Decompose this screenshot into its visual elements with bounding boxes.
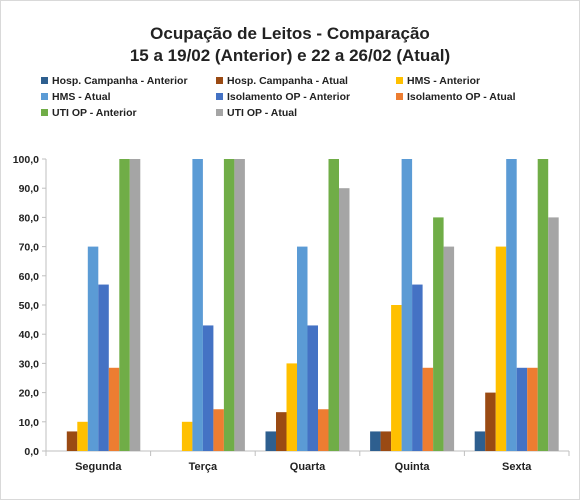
bar (537, 159, 549, 451)
bar (506, 159, 517, 451)
x-tick-label: Sexta (502, 461, 532, 473)
legend-swatch (216, 109, 223, 116)
legend-swatch (41, 77, 48, 84)
x-tick-label: Terça (189, 461, 218, 473)
bar (474, 431, 486, 451)
legend-swatch (396, 77, 403, 84)
y-tick-label: 20,0 (19, 388, 40, 400)
bar (527, 367, 538, 451)
x-tick-label: Segunda (75, 461, 122, 473)
bar (234, 159, 245, 451)
y-tick-label: 80,0 (19, 212, 40, 224)
bar (339, 188, 350, 451)
chart-title-line2: 15 a 19/02 (Anterior) e 22 a 26/02 (Atua… (130, 46, 450, 65)
bar (108, 367, 120, 451)
y-tick-label: 50,0 (19, 300, 40, 312)
legend-swatch (216, 77, 223, 84)
x-axis: Segunda Terça Quarta Quinta Sexta (45, 450, 570, 473)
bar (485, 392, 496, 451)
legend: Hosp. Campanha - Anterior Hosp. Campanha … (41, 75, 516, 119)
bars (66, 159, 559, 451)
bar (328, 159, 339, 451)
bar (265, 431, 276, 451)
bar (422, 367, 434, 451)
legend-label: Isolamento OP - Atual (407, 91, 516, 103)
bar (401, 159, 413, 451)
x-tick-label: Quarta (290, 461, 326, 473)
x-tick-label: Quinta (395, 461, 431, 473)
bar (181, 421, 193, 451)
chart-title-line1: Ocupação de Leitos - Comparação (150, 24, 430, 43)
y-tick-label: 100,0 (13, 154, 39, 166)
bar (129, 159, 141, 451)
legend-swatch (41, 109, 48, 116)
legend-label: HMS - Atual (52, 91, 111, 103)
bar (297, 246, 308, 451)
y-tick-label: 90,0 (19, 183, 40, 195)
legend-label: Hosp. Campanha - Atual (227, 75, 348, 87)
legend-label: Isolamento OP - Anterior (227, 91, 350, 103)
bar (192, 159, 203, 451)
y-tick-label: 70,0 (19, 242, 40, 254)
legend-swatch (396, 93, 403, 100)
bar (87, 246, 99, 451)
bar (516, 367, 528, 451)
bar (443, 246, 455, 451)
bar (213, 409, 224, 451)
bar (318, 409, 329, 451)
bar (380, 431, 392, 451)
legend-label: HMS - Anterior (407, 75, 480, 87)
legend-swatch (216, 93, 223, 100)
bar (223, 159, 235, 451)
y-tick-label: 30,0 (19, 358, 40, 370)
y-tick-label: 0,0 (24, 446, 39, 458)
bar (202, 325, 214, 451)
bar (391, 305, 402, 451)
bar (119, 159, 130, 451)
legend-label: UTI OP - Anterior (52, 107, 137, 119)
bar (276, 412, 287, 451)
y-tick-label: 10,0 (19, 417, 40, 429)
legend-swatch (41, 93, 48, 100)
bar (370, 431, 381, 451)
bar (412, 284, 423, 451)
legend-label: UTI OP - Atual (227, 107, 297, 119)
bar (98, 284, 109, 451)
y-tick-label: 60,0 (19, 271, 40, 283)
bar (66, 431, 78, 451)
bar (77, 421, 88, 451)
bar (307, 325, 318, 451)
y-tick-label: 40,0 (19, 329, 40, 341)
y-axis: 0,0 10,0 20,0 30,0 40,0 50,0 60,0 70,0 80,0 90,0 1… (13, 154, 47, 458)
bar (548, 217, 559, 451)
bar (286, 363, 297, 451)
bar (433, 217, 444, 451)
legend-label: Hosp. Campanha - Anterior (52, 75, 188, 87)
bar (495, 246, 507, 451)
